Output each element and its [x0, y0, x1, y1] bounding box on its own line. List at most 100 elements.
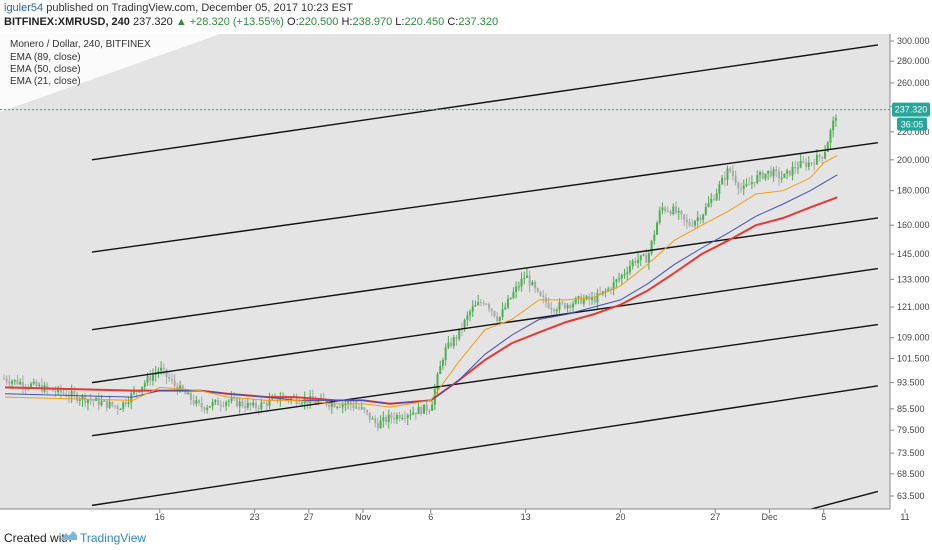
candle-body [688, 222, 691, 226]
candle-body [729, 168, 732, 172]
candle-body [658, 210, 661, 223]
plot-corner-fade [0, 34, 220, 112]
candle-body [740, 188, 743, 190]
candle-body [127, 402, 130, 405]
candle-body [382, 417, 385, 421]
time-tick-label: 16 [155, 512, 165, 522]
candle-body [352, 404, 355, 408]
candle-body [726, 168, 729, 180]
candle-body [444, 347, 447, 361]
price-tick-label: 93.500 [897, 378, 925, 388]
candle-body [783, 173, 786, 178]
candle-body [691, 225, 694, 227]
candle-body [558, 302, 561, 310]
candle-body [233, 398, 236, 400]
candle-body [414, 412, 417, 415]
price-tick-label: 133.000 [897, 274, 930, 284]
candle-body [252, 402, 255, 406]
candle-body [710, 198, 713, 203]
candle-body [582, 299, 585, 304]
candle-body [759, 172, 762, 175]
candle-body [32, 381, 35, 384]
candle-body [260, 402, 263, 409]
candle-body [70, 391, 73, 397]
candle-body [477, 302, 480, 305]
channel-line [91, 142, 878, 253]
legend-ema21[interactable]: EMA (21, close) [10, 76, 81, 87]
candle-body [333, 402, 336, 408]
candle-body [225, 402, 228, 406]
candle-body [338, 406, 341, 408]
candle-body [2, 378, 5, 380]
candle-body [138, 391, 141, 393]
candle-body [46, 385, 49, 389]
candle-body [642, 254, 645, 256]
created-with-label: Created with [4, 531, 72, 545]
candle-body [664, 207, 667, 211]
candle-body [208, 406, 211, 408]
candle-body [279, 398, 282, 401]
candle-body [572, 303, 575, 308]
ema50-line [4, 174, 838, 405]
candle-body [214, 399, 217, 402]
candle-body [469, 311, 472, 316]
candle-body [748, 184, 751, 186]
candle-body [62, 392, 65, 394]
candle-body [374, 418, 377, 424]
candle-body [89, 399, 92, 401]
candle-body [81, 395, 84, 400]
candle-body [832, 120, 835, 131]
candle-body [246, 402, 249, 408]
candle-body [786, 170, 789, 174]
tradingview-brand[interactable]: TradingView [80, 531, 147, 545]
candle-body [395, 414, 398, 420]
candle-body [406, 415, 409, 419]
candle-body [344, 404, 347, 406]
price-chart[interactable]: 63.500 68.500 73.500 79.500 85.500 93.500 101.… [0, 34, 932, 522]
candle-body [826, 142, 829, 152]
candle-body [447, 342, 450, 348]
candle-body [506, 298, 509, 308]
plot-area[interactable] [0, 34, 890, 509]
candle-body [30, 383, 33, 388]
price-tick-label: 73.500 [897, 448, 925, 458]
candle-body [634, 260, 637, 263]
candle-body [385, 417, 388, 423]
candle-body [712, 198, 715, 201]
candle-body [525, 275, 528, 278]
candle-body [441, 360, 444, 366]
candle-body [699, 217, 702, 220]
close-value: 237.320 [458, 16, 499, 28]
candle-body [509, 297, 512, 299]
candle-body [796, 167, 799, 169]
candle-body [450, 342, 453, 347]
footer: Created with TradingView [0, 522, 932, 550]
quote-line: BITFINEX:XMRUSD, 240 237.320 ▲ +28.320 (… [4, 15, 498, 30]
candle-body [57, 387, 60, 393]
candle-body [637, 259, 640, 263]
candle-body [745, 184, 748, 186]
candle-body [569, 305, 572, 308]
candle-body [612, 282, 615, 290]
legend-title[interactable]: Monero / Dollar, 240, BITFINEX [10, 39, 151, 50]
candle-body [645, 254, 648, 263]
candle-body [268, 399, 271, 406]
candle-body [146, 376, 149, 383]
price-tick-label: 280.000 [897, 56, 930, 66]
candle-body [794, 167, 797, 169]
ema21-line [4, 155, 838, 408]
candle-body [534, 282, 537, 289]
author-link[interactable]: iguler54 [4, 2, 44, 14]
candle-body [38, 384, 41, 387]
channel-line [91, 267, 879, 384]
candle-body [287, 397, 290, 400]
candle-body [553, 309, 556, 312]
legend-ema89[interactable]: EMA (89, close) [10, 52, 81, 63]
candle-body [677, 210, 680, 213]
candle-body [263, 402, 266, 404]
candle-body [360, 407, 363, 409]
candle-body [130, 393, 133, 403]
candle-body [78, 399, 81, 401]
candle-body [707, 202, 710, 207]
legend-ema50[interactable]: EMA (50, close) [10, 64, 81, 75]
